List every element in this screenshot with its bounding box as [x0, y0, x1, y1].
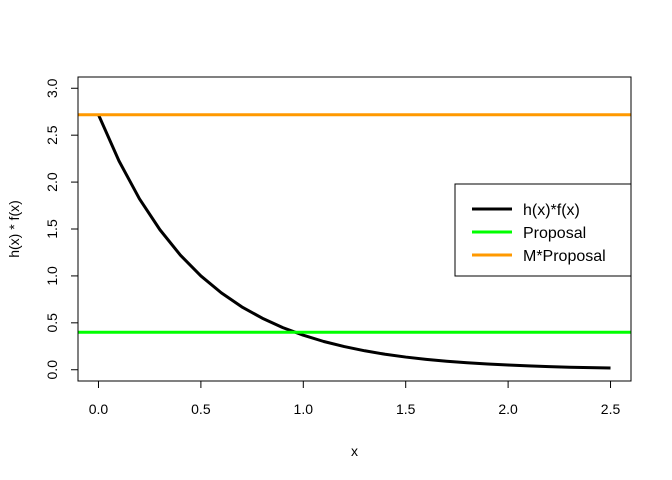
x-axis-ticks: 0.0 0.5 1.0 1.5 2.0 2.5 [89, 380, 621, 417]
x-tick-label: 0.0 [89, 401, 109, 417]
legend-label-h-f: h(x)*f(x) [523, 202, 580, 219]
y-tick-label: 0.0 [44, 360, 60, 380]
series-line-h-f [97, 114, 611, 370]
y-tick-label: 1.0 [44, 266, 60, 286]
y-tick-label: 0.5 [44, 313, 60, 333]
y-axis-title: h(x) * f(x) [6, 200, 22, 258]
legend-label-proposal: Proposal [523, 225, 586, 242]
x-axis-title: x [351, 443, 358, 459]
x-tick-label: 0.5 [191, 401, 211, 417]
x-tick-label: 1.5 [396, 401, 416, 417]
y-tick-label: 1.5 [44, 219, 60, 239]
legend-box [454, 183, 632, 277]
y-tick-label: 3.0 [44, 78, 60, 98]
y-tick-label: 2.5 [44, 125, 60, 145]
x-tick-label: 2.5 [601, 401, 621, 417]
series-layer [78, 113, 631, 370]
x-tick-label: 1.0 [294, 401, 314, 417]
legend-label-m-proposal: M*Proposal [523, 248, 606, 265]
x-tick-label: 2.0 [498, 401, 518, 417]
legend: h(x)*f(x) Proposal M*Proposal [454, 183, 632, 277]
y-axis-ticks: 0.0 0.5 1.0 1.5 2.0 2.5 3.0 [44, 78, 79, 380]
y-tick-label: 2.0 [44, 172, 60, 192]
